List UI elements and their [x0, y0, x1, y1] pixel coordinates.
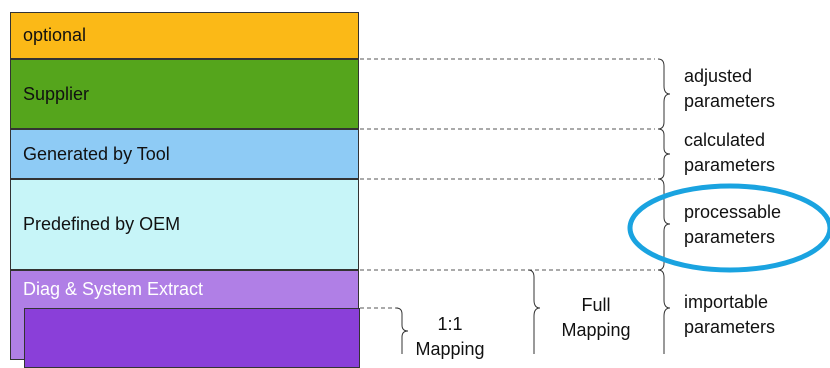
label-one-to-one-mapping: 1:1 Mapping: [408, 312, 492, 362]
layer-tool-label: Generated by Tool: [23, 143, 170, 164]
label-importable-parameters: importable parameters: [684, 290, 775, 340]
label-one-to-one-line1: 1:1: [437, 314, 463, 334]
label-full-mapping-line1: Full: [581, 295, 611, 315]
label-adjusted-parameters: adjusted parameters: [684, 64, 775, 114]
layer-generated-by-tool: Generated by Tool: [10, 129, 359, 179]
label-calculated-parameters: calculated parameters: [684, 128, 775, 178]
layer-optional: optional: [10, 12, 359, 59]
layer-predefined-by-oem: Predefined by OEM: [10, 179, 359, 270]
layer-oem-label: Predefined by OEM: [23, 214, 181, 234]
connector-lines: [360, 58, 830, 354]
layer-supplier: Supplier: [10, 59, 359, 129]
label-processable-parameters: processable parameters: [684, 200, 781, 250]
label-importable-line1: importable: [684, 292, 769, 312]
label-processable-line2: parameters: [684, 227, 776, 247]
layer-diag-label: Diag & System Extract: [23, 279, 204, 299]
brace-adjusted: [657, 58, 671, 130]
brace-one-to-one-mapping: [395, 307, 409, 354]
brace-importable: [657, 269, 671, 354]
brace-calculated: [657, 128, 671, 180]
label-calculated-line1: calculated: [684, 130, 766, 150]
label-adjusted-line2: parameters: [684, 91, 776, 111]
label-full-mapping: Full Mapping: [546, 293, 646, 343]
label-importable-line2: parameters: [684, 317, 776, 337]
label-one-to-one-line2: Mapping: [415, 339, 485, 359]
brace-processable: [657, 178, 671, 271]
highlight-ellipse: [627, 183, 830, 273]
layer-supplier-label: Supplier: [23, 83, 90, 104]
label-calculated-line2: parameters: [684, 155, 776, 175]
label-full-mapping-line2: Mapping: [561, 320, 631, 340]
layer-optional-label: optional: [23, 25, 87, 45]
label-adjusted-line1: adjusted: [684, 66, 753, 86]
label-processable-line1: processable: [684, 202, 782, 222]
brace-full-mapping: [527, 269, 541, 354]
